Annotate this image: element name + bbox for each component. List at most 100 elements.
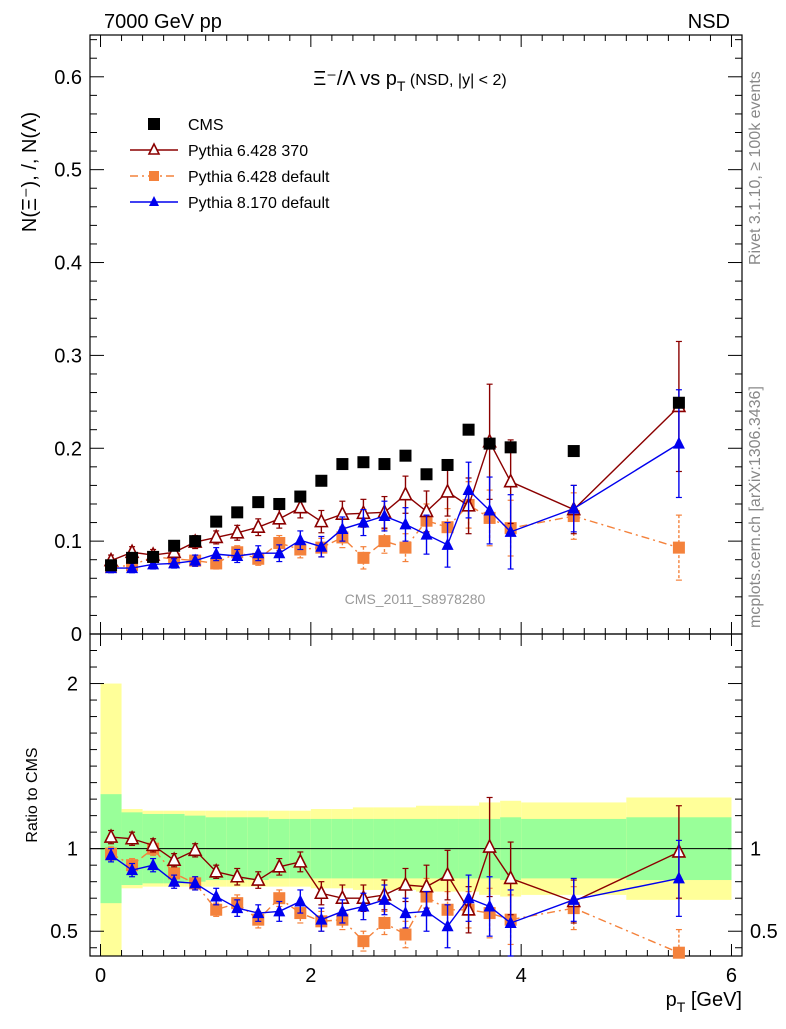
data-point [336,458,349,471]
data-point [229,523,245,539]
data-point [314,884,329,900]
data-point [378,892,391,905]
data-point [315,474,328,487]
data-point [293,498,308,514]
data-point [271,510,287,525]
data-point [189,553,202,566]
data-point [440,483,455,498]
data-point [168,867,181,880]
data-point [273,497,286,510]
series-pythia-8-170-default [105,839,685,957]
data-point [378,916,391,929]
legend-item: Pythia 6.428 370 [130,142,308,160]
data-point [440,866,455,881]
data-point [271,858,287,873]
ratio-y-tick-label: 1 [67,839,78,861]
ratio-series [103,796,687,959]
data-point [187,841,203,857]
data-point [504,915,517,928]
ratio-y-tick-label-right: 1 [750,839,761,861]
data-point [145,836,161,852]
data-point [166,851,182,867]
data-point [420,904,433,917]
header-right-label: NSD [688,11,730,33]
series-line [111,443,680,569]
data-point [672,871,685,884]
ratio-y-tick-label: 0.5 [50,921,78,943]
analysis-watermark: CMS_2011_S8978280 [345,591,486,607]
data-point [357,551,370,564]
data-point [147,557,160,570]
data-point [231,901,244,914]
data-point [504,441,517,454]
data-point [672,541,685,554]
data-point [210,547,223,560]
data-point [273,904,286,917]
legend-item: Pythia 8.170 default [130,195,330,212]
data-point [336,904,349,917]
data-point [250,518,266,534]
data-point [567,445,580,458]
data-point [231,548,244,561]
data-point [357,515,370,528]
data-point [567,892,580,905]
ratio-y-tick-label: 2 [67,674,78,696]
data-point [378,535,391,548]
data-point [210,889,223,902]
data-point [147,550,160,563]
data-point [503,869,518,885]
data-point [250,871,266,886]
data-point [672,396,685,409]
data-point [294,533,307,546]
data-point [126,551,139,564]
data-point [210,903,223,916]
data-point [336,522,349,535]
data-point [420,527,433,540]
x-tick-label: 6 [726,965,737,987]
data-point [441,919,454,932]
legend-label: CMS [188,117,224,134]
data-point [294,490,307,503]
data-point [378,458,391,471]
data-point [147,858,160,871]
data-point [672,946,685,959]
data-series [103,340,687,581]
x-axis-label: pT [GeV] [666,989,742,1015]
rivet-version-label: Rivet 3.1.10, ≥ 100k events [747,71,764,265]
data-point [378,509,391,522]
data-point [105,559,118,572]
plot-title: Ξ⁻/Λ vs pT (NSD, |y| < 2) [313,68,506,94]
legend-label: Pythia 6.428 default [188,169,330,186]
legend-item: Pythia 6.428 default [130,169,330,186]
data-point [105,848,118,861]
series-line [110,405,680,562]
data-point [293,853,308,868]
data-point [294,894,307,907]
header-left-label: 7000 GeV pp [104,11,222,33]
data-point [168,556,181,569]
data-point [210,515,223,528]
x-tick-label: 2 [305,965,316,987]
mcplots-reference-label: mcplots.cern.ch [arXiv:1306.3436] [747,386,764,628]
y-tick-label: 0.6 [54,67,82,89]
ratio-y-tick-label-right: 0.5 [750,921,778,943]
data-point [482,838,497,853]
data-point [672,436,685,449]
data-point [483,503,496,516]
data-point [357,456,370,469]
data-point [504,524,517,537]
data-point [483,437,496,450]
data-point [567,501,580,514]
data-point [273,546,286,559]
data-point [229,867,245,883]
data-point [314,512,329,528]
x-tick-label: 0 [95,965,106,987]
data-point [231,506,244,519]
data-point [126,561,139,574]
series-cms [105,396,685,572]
series-line [110,847,680,954]
axis-ticks: 0 2 4 6 0 0.1 0.2 0.3 0.4 0.5 0.6 0.5 0.5 1 1 2 [50,35,778,987]
legend-marker [149,196,159,206]
